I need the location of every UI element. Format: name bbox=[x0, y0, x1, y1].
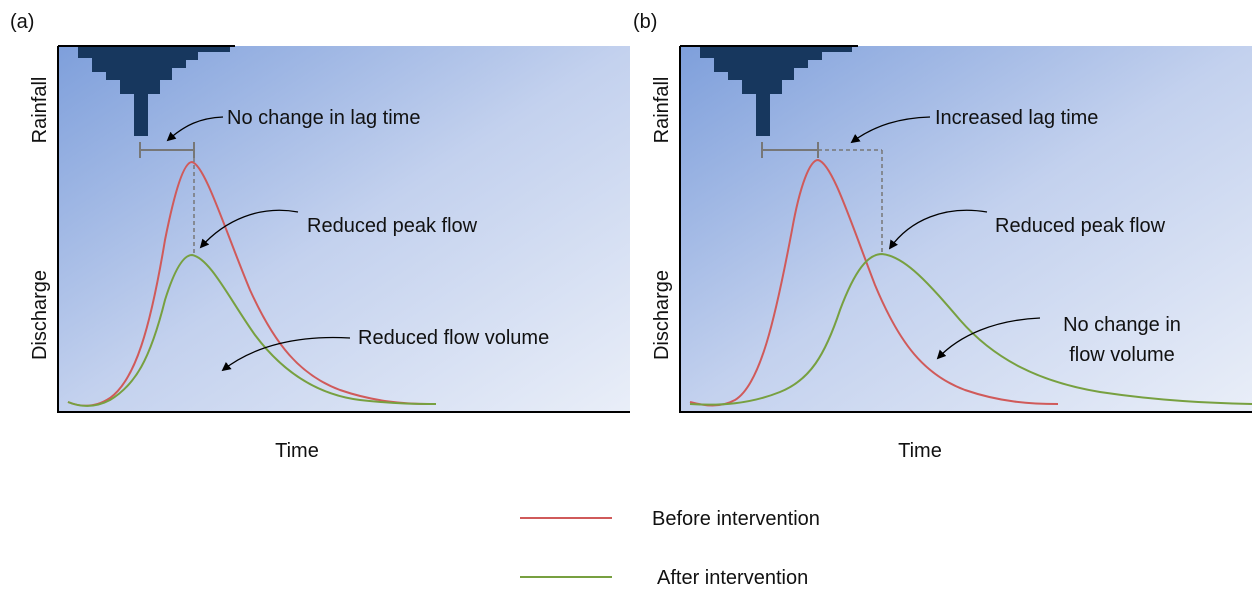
annotation: No change in bbox=[1063, 314, 1181, 336]
after-curve bbox=[689, 252, 1253, 406]
arrow bbox=[166, 116, 224, 142]
legend-label: Before intervention bbox=[652, 508, 820, 530]
x-label: Time bbox=[898, 440, 942, 462]
annotation: flow volume bbox=[1069, 344, 1175, 366]
plot-background bbox=[58, 46, 630, 412]
arrow bbox=[221, 336, 351, 372]
panel-b: (b) Rainfall Discharge Time Increased la… bbox=[633, 11, 1253, 462]
annotation: Reduced peak flow bbox=[307, 215, 478, 237]
y-label: Discharge bbox=[651, 270, 673, 360]
annotation: Increased lag time bbox=[935, 107, 1098, 129]
plot-background bbox=[680, 46, 1252, 412]
x-label: Time bbox=[275, 440, 319, 462]
y-label: Rainfall bbox=[651, 77, 673, 144]
hyetograph bbox=[700, 46, 852, 136]
annotation: Reduced peak flow bbox=[995, 215, 1166, 237]
y-label: Discharge bbox=[29, 270, 51, 360]
panel-label: (b) bbox=[633, 11, 657, 33]
arrow bbox=[888, 209, 988, 250]
panel-a: (a) Rainfall Discharge Time No change in… bbox=[10, 11, 630, 462]
hyetograph bbox=[78, 46, 230, 136]
legend: Before intervention After intervention bbox=[520, 508, 820, 589]
arrow bbox=[199, 209, 299, 249]
arrow bbox=[936, 317, 1041, 360]
annotation: No change in lag time bbox=[227, 107, 420, 129]
panel-label: (a) bbox=[10, 11, 34, 33]
legend-label: After intervention bbox=[657, 567, 808, 589]
before-curve bbox=[689, 158, 1059, 407]
y-label: Rainfall bbox=[29, 77, 51, 144]
after-curve bbox=[67, 253, 437, 407]
annotation: Reduced flow volume bbox=[358, 327, 549, 349]
before-curve bbox=[67, 160, 431, 407]
arrow bbox=[850, 116, 931, 144]
